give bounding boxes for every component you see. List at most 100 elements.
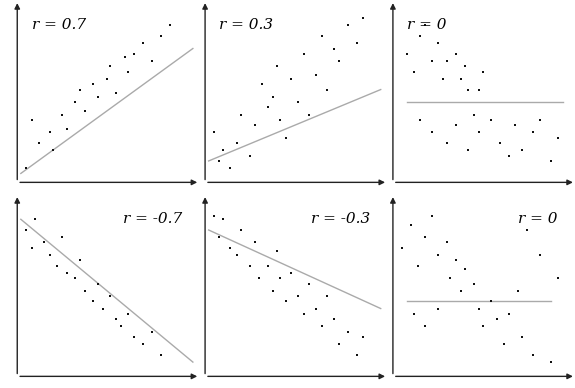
Point <box>294 293 303 299</box>
Point <box>463 147 473 153</box>
Point <box>505 152 514 159</box>
Point <box>410 69 419 75</box>
Point <box>147 58 156 64</box>
Point <box>415 33 424 39</box>
Point <box>428 213 437 219</box>
Point <box>88 81 97 87</box>
Point <box>269 288 278 294</box>
Point <box>99 305 108 312</box>
Point <box>45 252 54 258</box>
Point <box>518 334 527 340</box>
Point <box>117 323 126 329</box>
Point <box>457 76 466 82</box>
Point <box>304 281 313 287</box>
Point <box>299 311 308 317</box>
Point <box>269 94 278 100</box>
Point <box>317 323 326 329</box>
Point <box>469 281 478 287</box>
Point <box>335 58 344 64</box>
Point <box>442 239 451 246</box>
Point <box>111 90 120 96</box>
Point <box>75 87 85 93</box>
Point <box>487 298 496 305</box>
Point <box>263 104 273 111</box>
Point <box>353 352 362 358</box>
Point <box>413 263 423 269</box>
Point <box>463 87 473 93</box>
Point <box>30 216 40 222</box>
Point <box>254 275 263 281</box>
Point <box>478 323 487 329</box>
Point <box>81 108 90 114</box>
Point <box>276 117 285 123</box>
Point <box>286 270 296 276</box>
Point <box>433 40 442 46</box>
Point <box>439 76 448 82</box>
Point <box>225 245 235 251</box>
Point <box>535 117 545 123</box>
Point <box>312 305 321 312</box>
Point <box>415 117 424 123</box>
Point <box>209 213 218 219</box>
Point <box>518 147 527 153</box>
Point <box>258 81 267 87</box>
Point <box>272 63 281 69</box>
Point <box>528 129 537 135</box>
Point <box>27 245 36 251</box>
Point <box>58 111 67 118</box>
Point <box>165 22 174 28</box>
Point <box>535 252 545 258</box>
Point <box>106 63 115 69</box>
Point <box>553 135 562 141</box>
Point <box>323 293 332 299</box>
Text: r = 0: r = 0 <box>518 212 558 226</box>
Point <box>147 329 156 335</box>
Text: r = 0.3: r = 0.3 <box>220 18 274 32</box>
Point <box>344 329 353 335</box>
Point <box>299 51 308 57</box>
Point <box>22 227 31 233</box>
Point <box>546 158 555 164</box>
Point <box>510 122 519 128</box>
Point <box>500 341 509 347</box>
Point <box>546 359 555 365</box>
Point <box>272 248 281 255</box>
Point <box>215 234 224 240</box>
Point <box>474 87 484 93</box>
Point <box>236 227 246 233</box>
Point <box>523 227 532 233</box>
Point <box>40 239 49 246</box>
Point <box>120 54 129 61</box>
Point <box>420 323 430 329</box>
Point <box>312 72 321 78</box>
Point <box>263 263 273 269</box>
Point <box>93 281 102 287</box>
Point <box>111 316 120 322</box>
Point <box>246 263 255 269</box>
Point <box>457 288 466 294</box>
Point <box>505 311 514 317</box>
Point <box>58 234 67 240</box>
Point <box>281 135 290 141</box>
Point <box>27 117 36 123</box>
Point <box>358 15 367 21</box>
Point <box>460 266 469 272</box>
Point <box>420 234 430 240</box>
Text: r = -0.3: r = -0.3 <box>310 212 370 226</box>
Point <box>335 341 344 347</box>
Point <box>553 275 562 281</box>
Point <box>22 165 31 171</box>
Point <box>451 51 460 57</box>
Point <box>233 140 242 146</box>
Point <box>446 275 455 281</box>
Point <box>442 140 451 146</box>
Point <box>478 69 487 75</box>
Point <box>138 341 147 347</box>
Point <box>75 257 85 263</box>
Point <box>225 165 235 171</box>
Point <box>52 263 62 269</box>
Point <box>281 298 290 305</box>
Point <box>81 288 90 294</box>
Point <box>344 22 353 28</box>
Point <box>251 239 260 246</box>
